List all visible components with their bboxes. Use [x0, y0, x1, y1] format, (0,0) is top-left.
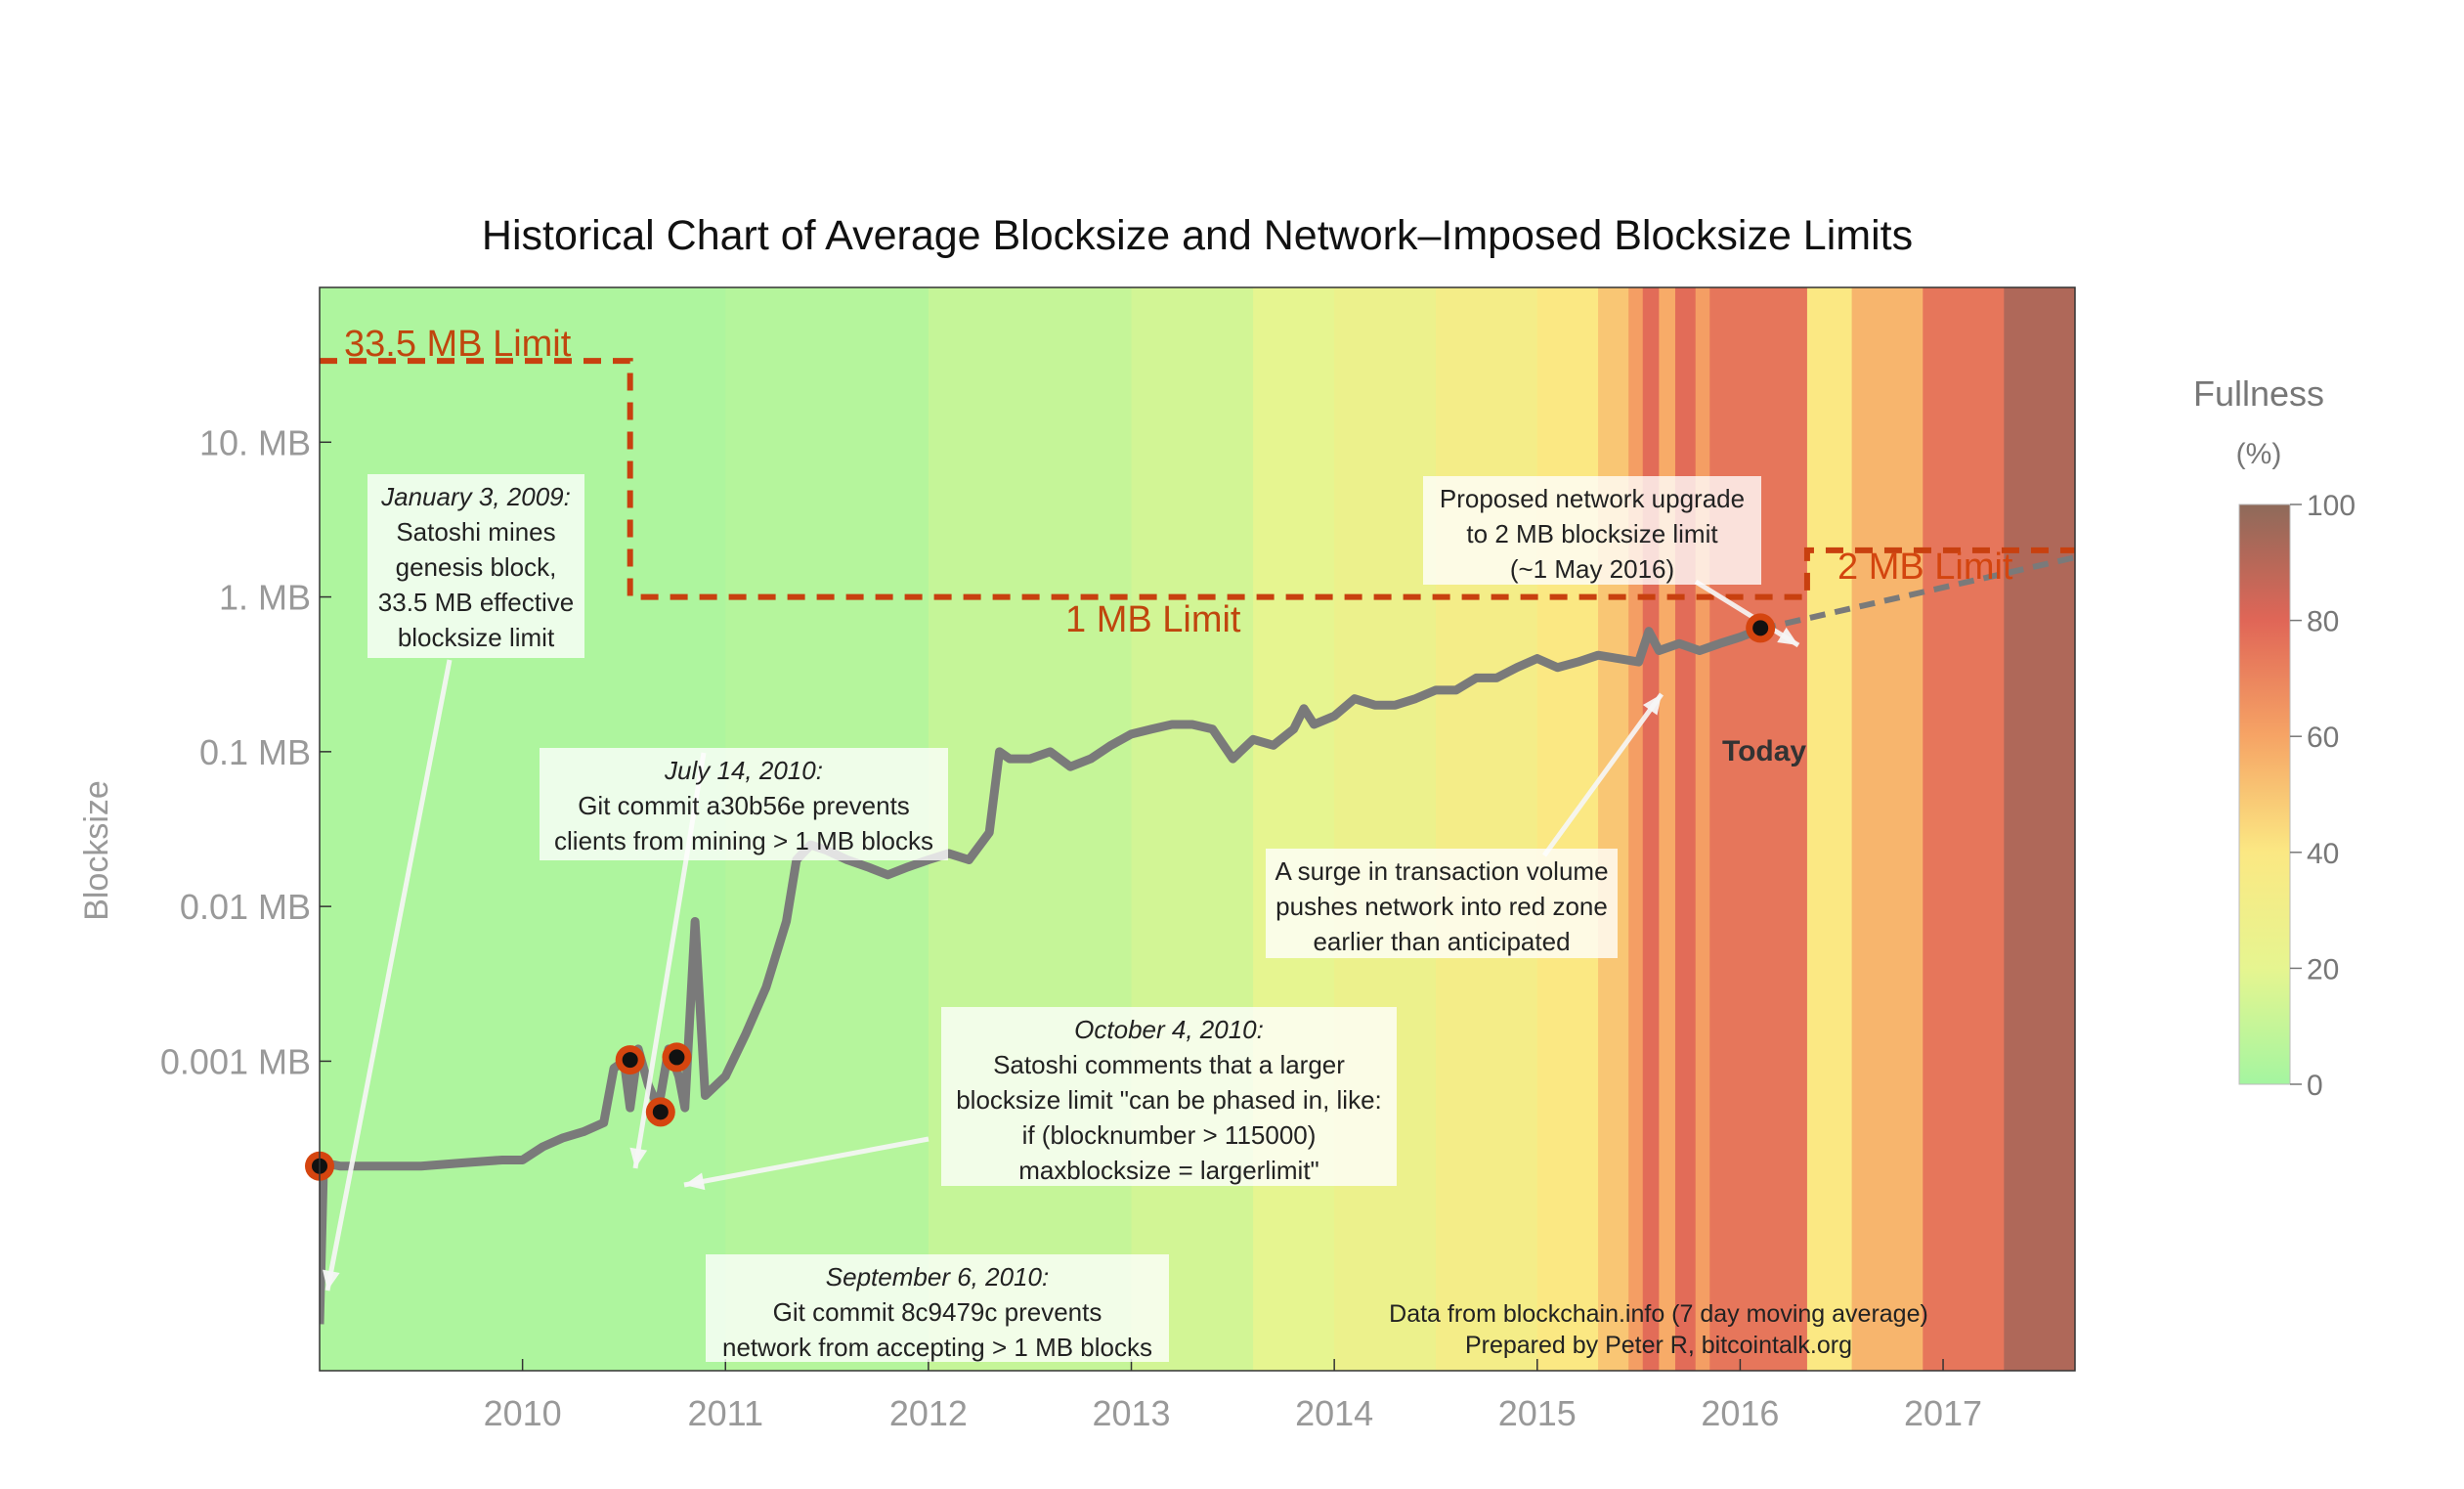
- annotation-text: blocksize limit "can be phased in, like:: [956, 1085, 1382, 1115]
- x-axis: 2010 2011 2012 2013 2014 2015 2016 2017: [484, 1359, 1982, 1433]
- fullness-band: [1674, 287, 1697, 1371]
- fullness-band: [1253, 287, 1336, 1371]
- x-tick-label: 2014: [1295, 1393, 1373, 1433]
- colorbar-ticks: 100 80 60 40 20 0: [2290, 490, 2356, 1102]
- annotation-arrow: [1694, 579, 1800, 648]
- fullness-band: [1659, 287, 1676, 1371]
- annotation-box: [706, 1254, 1169, 1362]
- annotation-text: if (blocknumber > 115000): [1022, 1120, 1317, 1150]
- fullness-background: [320, 287, 2075, 1371]
- fullness-band: [1642, 287, 1661, 1371]
- event-marker-dot: [652, 1104, 669, 1120]
- annotation-text: September 6, 2010:: [826, 1262, 1049, 1292]
- annotation-text: (~1 May 2016): [1510, 554, 1674, 584]
- y-axis-title: Blocksize: [78, 780, 115, 921]
- y-axis: 10. MB 1. MB 0.1 MB 0.01 MB 0.001 MB: [160, 422, 331, 1081]
- annotation-box: [540, 748, 948, 860]
- annotation-text: January 3, 2009:: [380, 482, 571, 511]
- fullness-band: [1851, 287, 1924, 1371]
- x-tick-label: 2010: [484, 1393, 562, 1433]
- colorbar-tick-label: 100: [2307, 490, 2356, 522]
- credit-line-1: Data from blockchain.info (7 day moving …: [1389, 1300, 1928, 1328]
- y-tick-label: 10. MB: [199, 422, 311, 462]
- x-tick-label: 2017: [1904, 1393, 1982, 1433]
- credit-line-2: Prepared by Peter R, bitcointalk.org: [1465, 1332, 1852, 1359]
- fullness-band: [1628, 287, 1644, 1371]
- colorbar-tick-label: 20: [2307, 953, 2339, 985]
- y-tick-label: 0.01 MB: [180, 887, 311, 927]
- event-marker-dot: [622, 1052, 638, 1069]
- annotation-text: blocksize limit: [398, 623, 555, 652]
- fullness-band: [1598, 287, 1630, 1371]
- annotation-text: October 4, 2010:: [1074, 1015, 1264, 1044]
- annotation-text: Git commit a30b56e prevents: [578, 791, 910, 820]
- annotation-text: Proposed network upgrade: [1440, 484, 1745, 513]
- annotation-text: earlier than anticipated: [1313, 927, 1570, 956]
- annotation-arrowhead: [1777, 627, 1798, 645]
- annotation-text: 33.5 MB effective: [378, 588, 574, 617]
- annotation-text: A surge in transaction volume: [1275, 856, 1608, 886]
- limit-label-33mb: 33.5 MB Limit: [344, 324, 572, 365]
- fullness-band: [1709, 287, 1808, 1371]
- annotation-text: July 14, 2010:: [664, 756, 823, 785]
- annotation-arrowhead: [629, 1147, 648, 1168]
- x-tick-label: 2013: [1092, 1393, 1170, 1433]
- annotation-box: [1423, 476, 1761, 585]
- annotation-text: to 2 MB blocksize limit: [1466, 519, 1718, 548]
- plot-frame: [319, 286, 2076, 1372]
- annotation-text: maxblocksize = largerlimit": [1018, 1156, 1319, 1185]
- fullness-band: [1536, 287, 1600, 1371]
- x-tick-label: 2015: [1498, 1393, 1577, 1433]
- projected-blocksize-line: [1759, 554, 2075, 633]
- fullness-band: [1923, 287, 2006, 1371]
- colorbar-title: Fullness: [2193, 373, 2324, 414]
- event-marker-dot: [1752, 620, 1769, 636]
- annotation-arrow: [683, 1136, 929, 1188]
- chart-title: Historical Chart of Average Blocksize an…: [482, 212, 1913, 259]
- today-label: Today: [1722, 735, 1806, 767]
- annotation-box: [367, 474, 584, 658]
- colorbar-tick-label: 80: [2307, 606, 2339, 638]
- annotation-arrow: [324, 659, 453, 1292]
- x-tick-label: 2011: [688, 1393, 763, 1433]
- y-tick-label: 0.001 MB: [160, 1041, 311, 1081]
- x-tick-label: 2012: [889, 1393, 968, 1433]
- annotation-text: pushes network into red zone: [1275, 892, 1608, 921]
- annotation-text: network from accepting > 1 MB blocks: [722, 1333, 1152, 1362]
- annotation-arrow: [1541, 692, 1664, 857]
- fullness-band: [1435, 287, 1538, 1371]
- fullness-band: [2004, 287, 2075, 1371]
- colorbar-unit: (%): [2236, 438, 2282, 470]
- annotation-arrowhead: [684, 1172, 706, 1191]
- colorbar-tick-label: 40: [2307, 838, 2339, 870]
- limit-label-2mb: 2 MB Limit: [1837, 547, 2013, 588]
- x-tick-label: 2016: [1701, 1393, 1779, 1433]
- y-tick-label: 1. MB: [219, 578, 311, 618]
- fullness-band: [1806, 287, 1853, 1371]
- fullness-band: [1131, 287, 1255, 1371]
- annotation-boxes: January 3, 2009: Satoshi mines genesis blo…: [367, 474, 1761, 1362]
- annotation-box: [1266, 849, 1618, 958]
- event-markers: [305, 613, 1776, 1181]
- colorbar-tick-label: 60: [2307, 722, 2339, 754]
- annotation-text: clients from mining > 1 MB blocks: [554, 826, 933, 855]
- limit-label-1mb: 1 MB Limit: [1065, 599, 1241, 640]
- annotation-arrowhead: [323, 1269, 340, 1291]
- fullness-band: [1334, 287, 1437, 1371]
- y-tick-label: 0.1 MB: [199, 732, 311, 772]
- annotation-box: [941, 1007, 1397, 1186]
- annotation-text: Git commit 8c9479c prevents: [773, 1297, 1102, 1327]
- colorbar-gradient: [2238, 504, 2291, 1085]
- fullness-band: [928, 287, 1133, 1371]
- event-marker-dot: [669, 1049, 685, 1066]
- annotation-text: Satoshi comments that a larger: [993, 1050, 1345, 1079]
- colorbar-tick-label: 0: [2307, 1070, 2323, 1102]
- fullness-band: [1695, 287, 1711, 1371]
- annotation-arrowhead: [1642, 694, 1662, 716]
- annotation-text: Satoshi mines: [396, 517, 555, 547]
- annotation-text: genesis block,: [396, 552, 557, 582]
- fullness-colorbar: Fullness (%) 100 80 60 40 20 0: [2193, 373, 2356, 1102]
